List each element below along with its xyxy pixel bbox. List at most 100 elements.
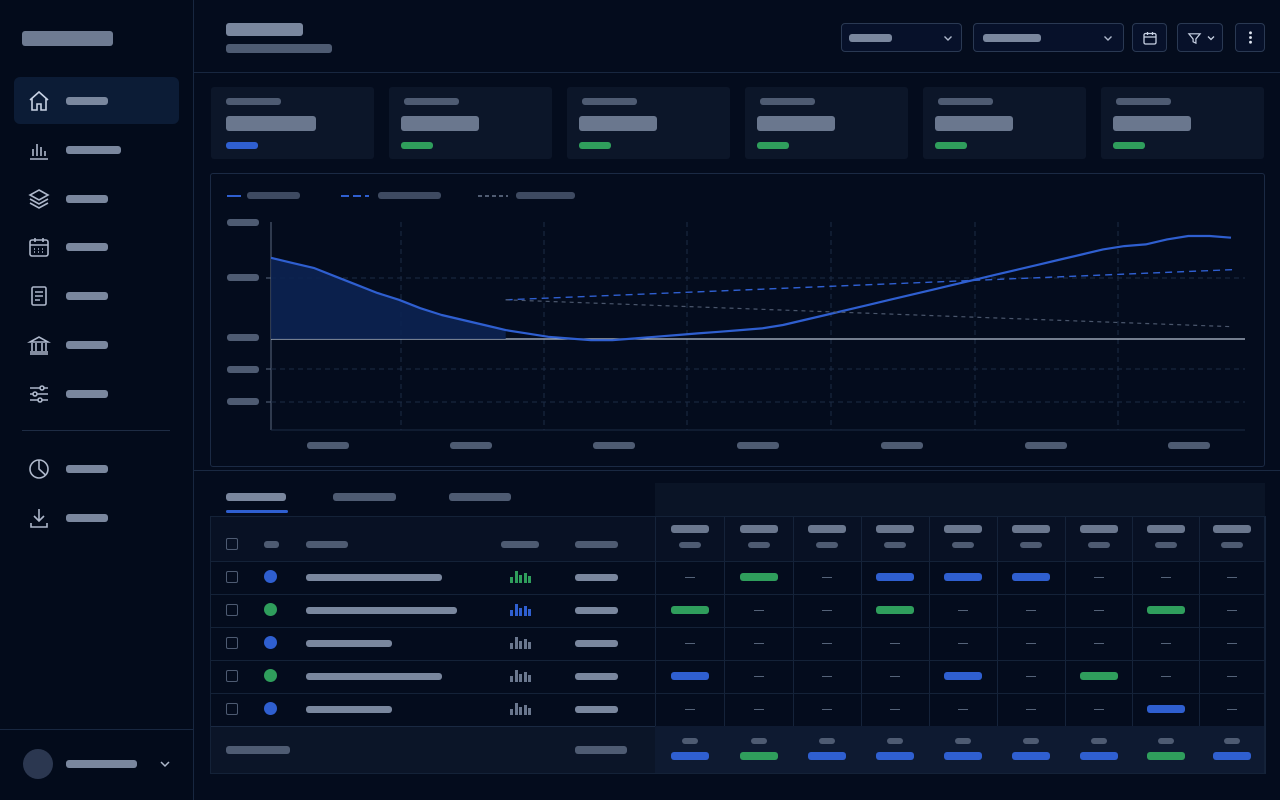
grid-cell-empty xyxy=(684,643,695,644)
kpi-value xyxy=(1113,116,1191,131)
trend-bar xyxy=(519,641,522,649)
sidebar-item-label xyxy=(66,97,108,105)
sidebar-item-reports[interactable] xyxy=(14,445,179,492)
tab-details[interactable] xyxy=(333,493,396,501)
row-value xyxy=(575,607,618,614)
row-checkbox[interactable] xyxy=(226,670,238,682)
y-tick-label xyxy=(227,366,259,373)
trend-bar xyxy=(523,639,527,649)
series-line[interactable] xyxy=(270,234,1232,342)
pie-chart-icon xyxy=(29,459,49,479)
section-divider xyxy=(194,470,1280,471)
grid-column-divider xyxy=(1065,516,1066,774)
grid-column-divider xyxy=(1199,516,1200,774)
grid-column-header[interactable] xyxy=(944,525,982,533)
sidebar-item-analytics[interactable] xyxy=(14,126,179,173)
grid-cell-empty xyxy=(822,676,832,677)
bar-chart-icon xyxy=(30,144,48,160)
chevron-down-icon[interactable] xyxy=(158,757,172,771)
grid-cell-pill[interactable] xyxy=(1079,672,1118,680)
row-checkbox[interactable] xyxy=(226,703,238,715)
grid-cell-empty xyxy=(822,643,832,644)
sidebar-item-calendar[interactable] xyxy=(14,223,179,270)
sidebar-item-settings[interactable] xyxy=(14,370,179,417)
footer-cell-pill xyxy=(1146,752,1185,760)
grid-cell-pill[interactable] xyxy=(1146,705,1185,713)
footer-cell-label xyxy=(681,738,698,744)
kpi-card[interactable] xyxy=(567,87,730,159)
series-projection-low[interactable] xyxy=(505,299,1234,328)
kpi-card[interactable] xyxy=(923,87,1086,159)
grid-column-header[interactable] xyxy=(876,525,914,533)
select-all-checkbox[interactable] xyxy=(226,538,238,550)
grid-column-header[interactable] xyxy=(1213,525,1251,533)
sidebar-item-export[interactable] xyxy=(14,494,179,541)
column-header-trend[interactable] xyxy=(501,541,539,548)
series-area xyxy=(271,257,506,339)
column-header-name[interactable] xyxy=(306,541,348,548)
kpi-value xyxy=(401,116,479,131)
chevron-down-icon xyxy=(1104,36,1112,41)
sidebar-item-home[interactable] xyxy=(14,77,179,124)
grid-column-divider xyxy=(929,516,930,774)
kpi-card[interactable] xyxy=(389,87,552,159)
kpi-card[interactable] xyxy=(1101,87,1264,159)
kpi-delta xyxy=(757,142,789,149)
column-header-value[interactable] xyxy=(575,541,618,548)
grid-column-header[interactable] xyxy=(808,525,846,533)
row-checkbox[interactable] xyxy=(226,604,238,616)
series-projection-high[interactable] xyxy=(505,268,1234,301)
x-tick-label xyxy=(450,442,492,449)
trend-bar xyxy=(523,672,527,682)
table-row[interactable] xyxy=(210,693,1265,726)
kpi-card[interactable] xyxy=(211,87,374,159)
grid-column-header[interactable] xyxy=(1079,525,1118,533)
filter-button[interactable] xyxy=(1177,23,1223,52)
row-checkbox[interactable] xyxy=(226,571,238,583)
footer-cell-label xyxy=(750,738,767,744)
table-row[interactable] xyxy=(210,660,1265,693)
grid-column-subheader xyxy=(884,542,906,548)
tab-history[interactable] xyxy=(449,493,511,501)
sidebar-item-layers[interactable] xyxy=(14,175,179,222)
avatar[interactable] xyxy=(23,749,53,779)
grid-cell-empty xyxy=(1026,610,1036,611)
grid-cell-empty xyxy=(753,676,764,677)
grid-cell-pill[interactable] xyxy=(876,573,914,581)
grid-cell-pill[interactable] xyxy=(1012,573,1050,581)
footer-cell-pill xyxy=(1079,752,1118,760)
grid-cell-pill[interactable] xyxy=(944,573,982,581)
chart-legend xyxy=(227,192,575,199)
grid-cell-pill[interactable] xyxy=(670,606,709,614)
grid-column-header[interactable] xyxy=(1012,525,1050,533)
grid-cell-pill[interactable] xyxy=(944,672,982,680)
layers-icon xyxy=(28,189,50,209)
row-checkbox[interactable] xyxy=(226,637,238,649)
grid-cell-pill[interactable] xyxy=(739,573,778,581)
page-subtitle xyxy=(226,44,332,53)
sidebar-item-documents[interactable] xyxy=(14,272,179,319)
trend-bar xyxy=(510,610,513,616)
grid-column-header[interactable] xyxy=(1146,525,1185,533)
table-row[interactable] xyxy=(210,627,1265,660)
data-table xyxy=(210,483,1266,774)
grid-cell-pill[interactable] xyxy=(1146,606,1185,614)
tab-overview[interactable] xyxy=(226,493,286,501)
status-dot xyxy=(264,603,277,616)
date-picker-button[interactable] xyxy=(1132,23,1167,52)
grid-cell-pill[interactable] xyxy=(876,606,914,614)
x-tick-label xyxy=(593,442,635,449)
trend-bar xyxy=(514,604,518,616)
scope-select[interactable] xyxy=(973,23,1124,52)
sidebar-item-bank[interactable] xyxy=(14,321,179,368)
grid-cell-pill[interactable] xyxy=(670,672,709,680)
footer-cell-label xyxy=(955,738,971,744)
table-row[interactable] xyxy=(210,594,1265,627)
line-chart[interactable] xyxy=(211,174,1264,466)
more-options-button[interactable] xyxy=(1235,23,1265,52)
table-row[interactable] xyxy=(210,561,1265,594)
kpi-card[interactable] xyxy=(745,87,908,159)
period-select[interactable] xyxy=(841,23,962,52)
grid-column-header[interactable] xyxy=(739,525,778,533)
grid-column-header[interactable] xyxy=(670,525,709,533)
